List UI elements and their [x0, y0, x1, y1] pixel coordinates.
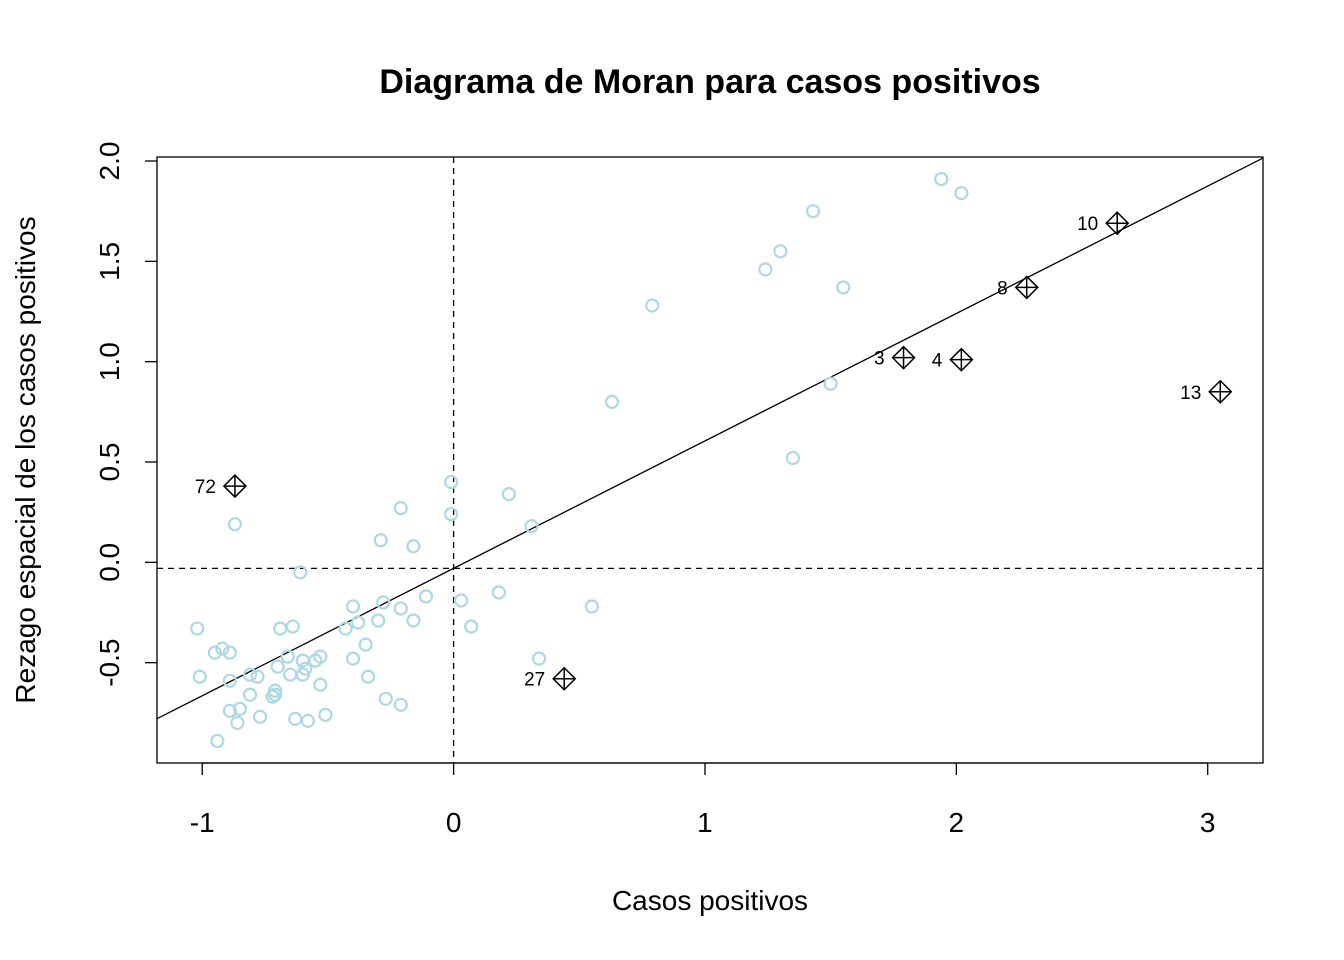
- data-point: [242, 687, 258, 702]
- data-point: [285, 619, 300, 634]
- data-point: [250, 669, 265, 684]
- data-point: [584, 599, 599, 614]
- data-point: [406, 613, 421, 628]
- data-point: [393, 501, 408, 516]
- data-point: [406, 539, 421, 554]
- influential-point: [1208, 379, 1233, 404]
- influential-point-label: 13: [1180, 383, 1201, 404]
- data-point: [295, 653, 310, 668]
- data-point: [531, 651, 547, 666]
- data-point: [454, 593, 469, 608]
- x-tick-label: 2: [949, 807, 965, 838]
- influential-point: [949, 347, 974, 372]
- data-point: [313, 677, 328, 692]
- data-point: [190, 621, 205, 636]
- data-point: [270, 659, 285, 674]
- data-point: [222, 645, 237, 660]
- data-point: [805, 204, 821, 219]
- plot-area: -1 0 1 2 3 -0.5 0.0 0.5 1.0 1.5 2.0 72 27 3 4 8 10 13: [94, 142, 1264, 838]
- data-point: [318, 707, 333, 722]
- y-tick-label: -0.5: [94, 639, 125, 687]
- data-point: [280, 649, 295, 664]
- influential-point-label: 3: [874, 349, 885, 370]
- data-point: [393, 601, 408, 616]
- data-point: [222, 703, 237, 718]
- data-point: [192, 669, 207, 684]
- data-point: [358, 637, 373, 652]
- data-point: [758, 262, 773, 277]
- data-point: [232, 701, 248, 716]
- data-point: [361, 669, 376, 684]
- data-point: [215, 641, 230, 656]
- data-point: [836, 280, 851, 295]
- data-point: [300, 713, 315, 728]
- data-point: [464, 619, 479, 634]
- data-point: [252, 709, 268, 724]
- influential-point-label: 8: [997, 278, 1008, 299]
- influential-point-label: 10: [1077, 214, 1098, 235]
- data-point: [230, 715, 245, 730]
- data-point: [418, 589, 434, 604]
- y-tick-label: 2.0: [94, 142, 125, 181]
- data-point: [210, 733, 225, 749]
- influential-point: [1105, 211, 1130, 236]
- data-point: [283, 667, 298, 682]
- influential-point-label: 4: [932, 351, 943, 372]
- data-point: [227, 517, 243, 532]
- data-point: [773, 244, 788, 259]
- data-point: [345, 599, 361, 614]
- data-point: [604, 394, 620, 409]
- chart-title: Diagrama de Moran para casos positivos: [379, 63, 1040, 101]
- data-point: [785, 450, 801, 466]
- data-point: [376, 595, 391, 610]
- x-axis-label: Casos positivos: [612, 885, 808, 916]
- data-point: [823, 376, 838, 391]
- data-point: [207, 645, 222, 660]
- y-tick-label: 0.5: [94, 443, 125, 482]
- data-point: [273, 621, 288, 636]
- data-point: [501, 487, 517, 502]
- data-point: [443, 507, 459, 522]
- data-point: [378, 691, 393, 706]
- regression-line: [157, 157, 1263, 720]
- y-axis-label: Rezago espacial de los casos positivos: [10, 216, 41, 703]
- y-tick-label: 1.0: [94, 342, 125, 381]
- y-tick-label: 0.0: [94, 543, 125, 582]
- data-point: [268, 683, 283, 698]
- influential-point: [1014, 275, 1039, 300]
- data-point: [313, 649, 328, 664]
- x-tick-label: 0: [446, 807, 462, 838]
- data-point: [268, 687, 283, 702]
- influential-point: [891, 345, 916, 370]
- data-point: [298, 661, 313, 676]
- data-point: [373, 533, 388, 548]
- data-point: [524, 519, 539, 534]
- data-point: [222, 673, 237, 688]
- influential-point-label: 72: [195, 477, 216, 498]
- data-point: [443, 474, 459, 490]
- data-point: [934, 171, 949, 187]
- data-point: [345, 651, 361, 666]
- data-point: [954, 186, 969, 201]
- data-point: [645, 298, 660, 313]
- x-tick-label: -1: [190, 807, 215, 838]
- data-point: [293, 565, 308, 580]
- y-tick-label: 1.5: [94, 242, 125, 281]
- plot-border: [156, 156, 1264, 764]
- influential-point-label: 27: [524, 670, 545, 691]
- data-point: [338, 621, 353, 636]
- influential-point: [552, 666, 577, 691]
- data-point: [371, 613, 386, 628]
- data-point: [393, 697, 408, 712]
- data-point: [288, 711, 303, 726]
- influential-point: [222, 474, 247, 499]
- data-point: [350, 615, 366, 630]
- x-tick-label: 1: [697, 807, 713, 838]
- data-point: [491, 585, 506, 600]
- x-tick-label: 3: [1200, 807, 1216, 838]
- data-point: [242, 667, 258, 682]
